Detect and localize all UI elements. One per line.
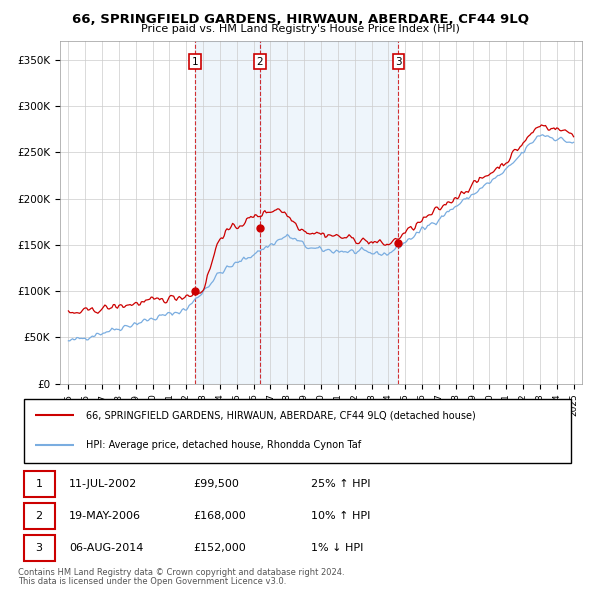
Text: 3: 3 <box>35 543 43 553</box>
FancyBboxPatch shape <box>23 535 55 562</box>
Text: 11-JUL-2002: 11-JUL-2002 <box>69 479 137 489</box>
Text: £99,500: £99,500 <box>193 479 239 489</box>
Text: 66, SPRINGFIELD GARDENS, HIRWAUN, ABERDARE, CF44 9LQ: 66, SPRINGFIELD GARDENS, HIRWAUN, ABERDA… <box>71 13 529 26</box>
Bar <box>260 41 398 384</box>
Text: 25% ↑ HPI: 25% ↑ HPI <box>311 479 371 489</box>
Text: Price paid vs. HM Land Registry's House Price Index (HPI): Price paid vs. HM Land Registry's House … <box>140 24 460 34</box>
Text: This data is licensed under the Open Government Licence v3.0.: This data is licensed under the Open Gov… <box>18 577 286 586</box>
Text: 1% ↓ HPI: 1% ↓ HPI <box>311 543 364 553</box>
Text: 19-MAY-2006: 19-MAY-2006 <box>69 512 141 521</box>
Text: 10% ↑ HPI: 10% ↑ HPI <box>311 512 371 521</box>
Text: Contains HM Land Registry data © Crown copyright and database right 2024.: Contains HM Land Registry data © Crown c… <box>18 568 344 577</box>
Text: 2: 2 <box>257 57 263 67</box>
Text: 1: 1 <box>192 57 199 67</box>
FancyBboxPatch shape <box>23 503 55 529</box>
FancyBboxPatch shape <box>23 471 55 497</box>
FancyBboxPatch shape <box>23 399 571 463</box>
Bar <box>195 41 260 384</box>
Text: £168,000: £168,000 <box>193 512 245 521</box>
Text: 1: 1 <box>35 479 43 489</box>
Text: 2: 2 <box>35 512 43 521</box>
Text: £152,000: £152,000 <box>193 543 245 553</box>
Text: HPI: Average price, detached house, Rhondda Cynon Taf: HPI: Average price, detached house, Rhon… <box>86 440 361 450</box>
Text: 06-AUG-2014: 06-AUG-2014 <box>69 543 143 553</box>
Text: 3: 3 <box>395 57 402 67</box>
Text: 66, SPRINGFIELD GARDENS, HIRWAUN, ABERDARE, CF44 9LQ (detached house): 66, SPRINGFIELD GARDENS, HIRWAUN, ABERDA… <box>86 410 475 420</box>
